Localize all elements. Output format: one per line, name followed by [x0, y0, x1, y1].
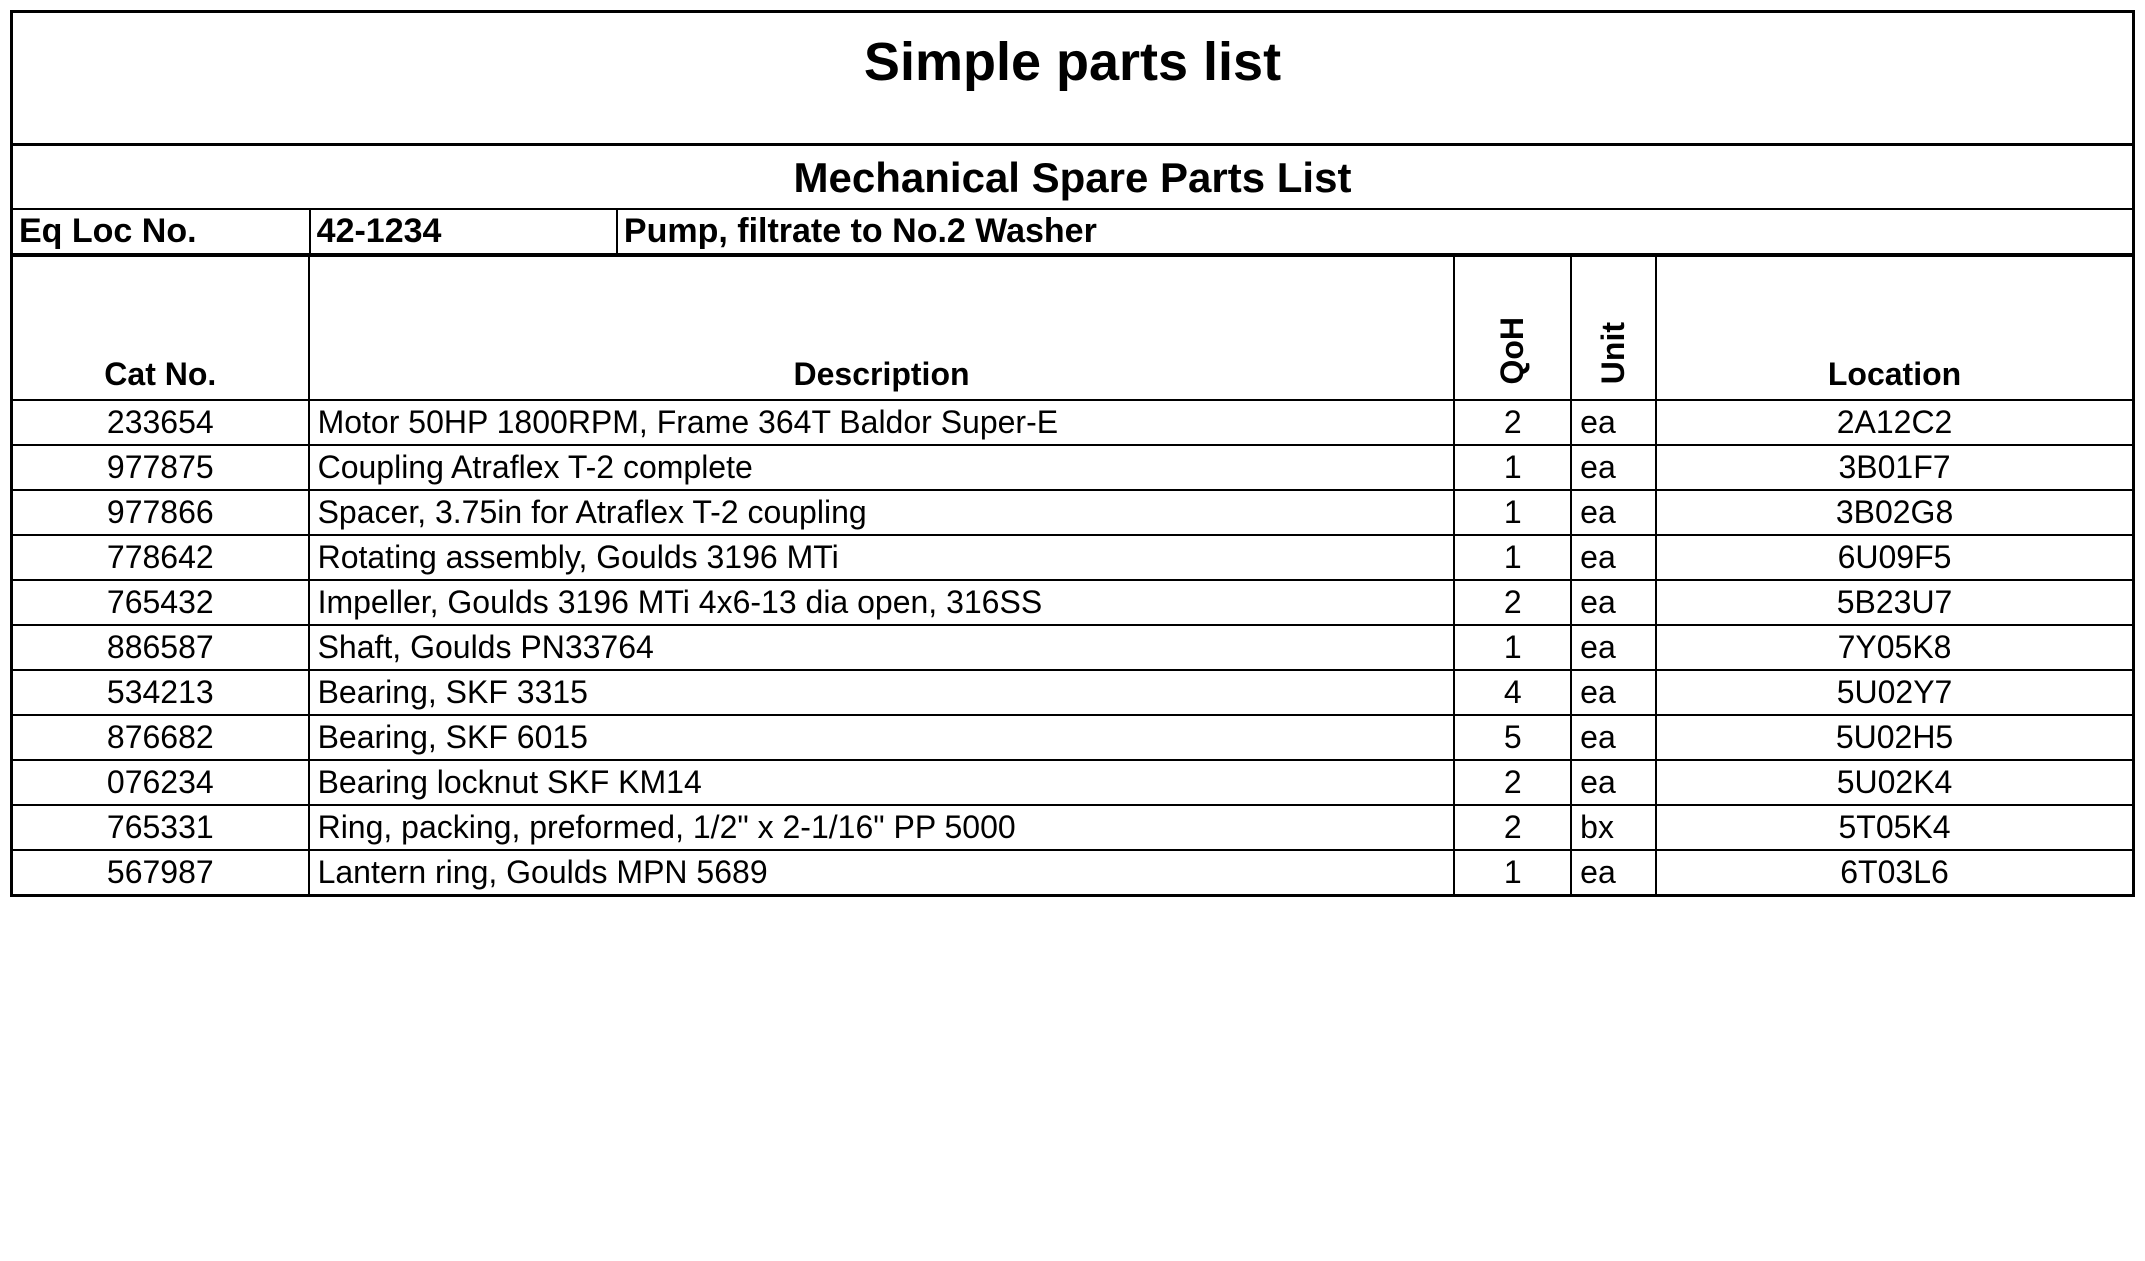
cell-catno: 567987 [12, 850, 309, 896]
cell-qoh: 4 [1454, 670, 1571, 715]
cell-qoh: 1 [1454, 625, 1571, 670]
cell-description: Rotating assembly, Goulds 3196 MTi [309, 535, 1455, 580]
table-row: 233654Motor 50HP 1800RPM, Frame 364T Bal… [12, 400, 2134, 445]
cell-location: 3B02G8 [1656, 490, 2133, 535]
table-row: 567987Lantern ring, Goulds MPN 56891ea6T… [12, 850, 2134, 896]
cell-description: Ring, packing, preformed, 1/2" x 2-1/16"… [309, 805, 1455, 850]
cell-catno: 534213 [12, 670, 309, 715]
cell-catno: 977875 [12, 445, 309, 490]
table-row: 876682Bearing, SKF 60155ea5U02H5 [12, 715, 2134, 760]
cell-catno: 876682 [12, 715, 309, 760]
table-row: 977875Coupling Atraflex T-2 complete1ea3… [12, 445, 2134, 490]
cell-description: Spacer, 3.75in for Atraflex T-2 coupling [309, 490, 1455, 535]
cell-unit: ea [1571, 760, 1656, 805]
cell-qoh: 2 [1454, 580, 1571, 625]
table-row: 886587Shaft, Goulds PN337641ea7Y05K8 [12, 625, 2134, 670]
cell-location: 5U02H5 [1656, 715, 2133, 760]
cell-qoh: 1 [1454, 535, 1571, 580]
subtitle-row: Mechanical Spare Parts List [12, 145, 2134, 210]
cell-location: 5U02Y7 [1656, 670, 2133, 715]
data-body: 233654Motor 50HP 1800RPM, Frame 364T Bal… [12, 400, 2134, 896]
cell-location: 2A12C2 [1656, 400, 2133, 445]
table-row: 778642Rotating assembly, Goulds 3196 MTi… [12, 535, 2134, 580]
cell-unit: ea [1571, 670, 1656, 715]
cell-catno: 233654 [12, 400, 309, 445]
column-header-unit-text: Unit [1595, 322, 1632, 384]
cell-description: Motor 50HP 1800RPM, Frame 364T Baldor Su… [309, 400, 1455, 445]
column-header-description: Description [309, 256, 1455, 400]
cell-unit: ea [1571, 715, 1656, 760]
cell-location: 5U02K4 [1656, 760, 2133, 805]
column-header-qoh: QoH [1454, 256, 1571, 400]
cell-unit: ea [1571, 400, 1656, 445]
equipment-number: 42-1234 [310, 210, 617, 254]
cell-qoh: 2 [1454, 760, 1571, 805]
cell-qoh: 2 [1454, 805, 1571, 850]
column-header-unit: Unit [1571, 256, 1656, 400]
equipment-label: Eq Loc No. [13, 210, 310, 254]
cell-catno: 977866 [12, 490, 309, 535]
column-header-qoh-text: QoH [1494, 317, 1531, 385]
cell-location: 5B23U7 [1656, 580, 2133, 625]
parts-list-table: Simple parts list Mechanical Spare Parts… [10, 10, 2135, 897]
table-row: 076234Bearing locknut SKF KM142ea5U02K4 [12, 760, 2134, 805]
cell-catno: 778642 [12, 535, 309, 580]
cell-unit: ea [1571, 490, 1656, 535]
column-header-location: Location [1656, 256, 2133, 400]
cell-description: Impeller, Goulds 3196 MTi 4x6-13 dia ope… [309, 580, 1455, 625]
cell-unit: ea [1571, 625, 1656, 670]
title-row: Simple parts list [12, 12, 2134, 145]
cell-catno: 765331 [12, 805, 309, 850]
cell-qoh: 2 [1454, 400, 1571, 445]
cell-unit: bx [1571, 805, 1656, 850]
cell-location: 7Y05K8 [1656, 625, 2133, 670]
cell-description: Coupling Atraflex T-2 complete [309, 445, 1455, 490]
cell-location: 5T05K4 [1656, 805, 2133, 850]
cell-description: Lantern ring, Goulds MPN 5689 [309, 850, 1455, 896]
cell-qoh: 5 [1454, 715, 1571, 760]
cell-location: 3B01F7 [1656, 445, 2133, 490]
table-row: 534213Bearing, SKF 33154ea5U02Y7 [12, 670, 2134, 715]
column-header-catno: Cat No. [12, 256, 309, 400]
equipment-description: Pump, filtrate to No.2 Washer [617, 210, 2132, 254]
cell-location: 6T03L6 [1656, 850, 2133, 896]
cell-location: 6U09F5 [1656, 535, 2133, 580]
cell-description: Bearing, SKF 3315 [309, 670, 1455, 715]
cell-unit: ea [1571, 850, 1656, 896]
table-row: 765331Ring, packing, preformed, 1/2" x 2… [12, 805, 2134, 850]
cell-description: Shaft, Goulds PN33764 [309, 625, 1455, 670]
column-header-row: Cat No. Description QoH Unit Location [12, 256, 2134, 400]
equipment-row: Eq Loc No. 42-1234 Pump, filtrate to No.… [12, 209, 2134, 256]
cell-description: Bearing, SKF 6015 [309, 715, 1455, 760]
table-row: 977866Spacer, 3.75in for Atraflex T-2 co… [12, 490, 2134, 535]
cell-catno: 765432 [12, 580, 309, 625]
table-row: 765432Impeller, Goulds 3196 MTi 4x6-13 d… [12, 580, 2134, 625]
cell-description: Bearing locknut SKF KM14 [309, 760, 1455, 805]
cell-qoh: 1 [1454, 445, 1571, 490]
cell-unit: ea [1571, 580, 1656, 625]
cell-qoh: 1 [1454, 490, 1571, 535]
cell-qoh: 1 [1454, 850, 1571, 896]
main-title: Simple parts list [12, 12, 2134, 145]
cell-unit: ea [1571, 535, 1656, 580]
cell-unit: ea [1571, 445, 1656, 490]
subtitle: Mechanical Spare Parts List [12, 145, 2134, 210]
cell-catno: 886587 [12, 625, 309, 670]
cell-catno: 076234 [12, 760, 309, 805]
